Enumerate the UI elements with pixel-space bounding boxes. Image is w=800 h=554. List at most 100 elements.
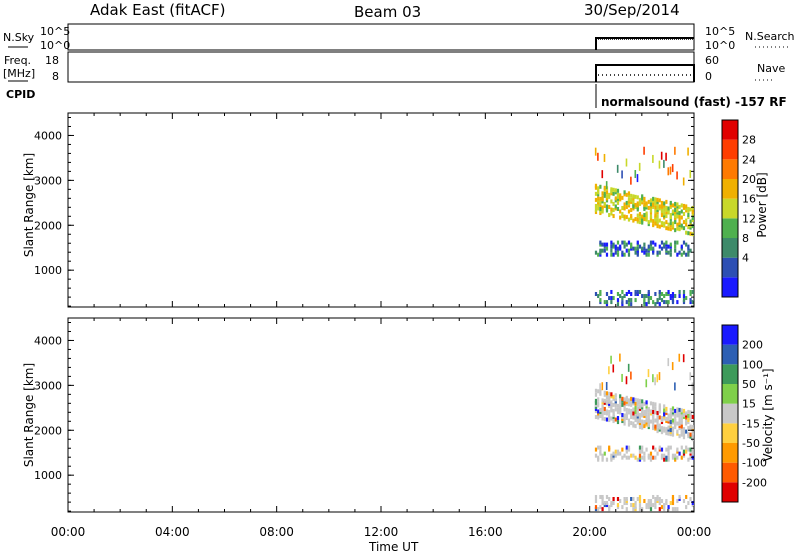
heatmap-cell (641, 413, 644, 418)
heatmap-cell (654, 215, 657, 220)
date-title: 30/Sep/2014 (584, 1, 680, 19)
heatmap-cell (663, 507, 666, 512)
heatmap-cell (603, 406, 606, 411)
heatmap-cell (645, 205, 648, 210)
heatmap-cell (669, 420, 672, 425)
heatmap-cell (689, 225, 692, 230)
heatmap-cell (623, 417, 626, 422)
heatmap-cell (649, 242, 653, 247)
heatmap-cell (623, 407, 626, 412)
heatmap-cell (674, 455, 677, 460)
heatmap-cell (619, 499, 622, 504)
heatmap-cell (594, 197, 598, 202)
heatmap-cell (678, 434, 681, 439)
heatmap-cell (682, 354, 685, 363)
heatmap-cell (645, 422, 648, 427)
heatmap-cell (654, 302, 657, 307)
heatmap-cell (641, 449, 644, 454)
heatmap-cell (658, 302, 661, 307)
heatmap-cell (647, 503, 650, 508)
heatmap-cell (665, 242, 668, 247)
heatmap-cell (676, 431, 679, 436)
heatmap-cell (649, 499, 653, 504)
heatmap-cell (691, 216, 694, 221)
heatmap-cell (691, 425, 694, 430)
x-tick-label: 04:00 (155, 525, 190, 539)
heatmap-cell (667, 167, 670, 176)
heatmap-cell (619, 400, 622, 405)
heatmap-cell (638, 404, 642, 409)
heatmap-cell (601, 248, 604, 253)
heatmap-cell (654, 242, 657, 247)
colorbar-swatch (722, 364, 738, 384)
heatmap-cell (619, 195, 622, 200)
heatmap-cell (612, 419, 615, 424)
heatmap-cell (669, 294, 672, 299)
heatmap-cell (649, 451, 653, 456)
heatmap-cell (689, 424, 692, 429)
heatmap-cell (608, 397, 611, 402)
heatmap-cell (601, 199, 604, 204)
heatmap-cell (603, 400, 606, 405)
heatmap-cell (647, 244, 650, 249)
heatmap-cell (601, 501, 604, 506)
heatmap-cell (599, 248, 602, 253)
heatmap-cell (638, 507, 642, 512)
heatmap-cell (630, 214, 633, 219)
heatmap-cell (623, 401, 626, 406)
heatmap-cell (687, 252, 690, 257)
heatmap-cell (660, 418, 664, 423)
heatmap-cell (605, 401, 609, 406)
heatmap-cell (687, 434, 690, 439)
heatmap-cell (636, 291, 639, 296)
colorbar-frame (721, 324, 739, 503)
heatmap-cell (687, 420, 690, 425)
heatmap-cell (647, 199, 650, 204)
heatmap-cell (641, 220, 644, 225)
heatmap-cell (597, 455, 600, 460)
heatmap-cell (594, 499, 598, 504)
heatmap-cell (676, 214, 679, 219)
heatmap-cell (676, 210, 679, 215)
heatmap-cell (597, 411, 600, 416)
heatmap-cell (621, 212, 624, 217)
heatmap-cell (610, 501, 613, 506)
heatmap-cell (630, 371, 632, 380)
heatmap-cell (610, 503, 613, 508)
heatmap-cell (599, 505, 602, 510)
heatmap-cell (669, 413, 672, 418)
heatmap-cell (599, 252, 602, 257)
colorbar-swatch (722, 344, 738, 365)
heatmap-cell (678, 494, 681, 499)
freq-panel (67, 51, 695, 83)
heatmap-cell (608, 192, 611, 197)
heatmap-cell (594, 147, 597, 156)
heatmap-cell (605, 190, 609, 195)
heatmap-cell (623, 397, 626, 402)
heatmap-cell (669, 166, 672, 175)
heatmap-cell (621, 205, 624, 210)
heatmap-cell (669, 252, 672, 257)
heatmap-cell (654, 219, 657, 224)
heatmap-cell (663, 414, 666, 419)
heatmap-cell (623, 244, 626, 249)
heatmap-cell (641, 445, 644, 450)
heatmap-cell (610, 392, 613, 397)
heatmap-cell (663, 223, 666, 228)
heatmap-cell (612, 402, 615, 407)
colorbar-tick-label: -100 (742, 457, 767, 470)
heatmap-cell (612, 191, 615, 196)
heatmap-cell (597, 202, 600, 207)
heatmap-cell (608, 418, 611, 423)
heatmap-cell (680, 246, 683, 251)
heatmap-cell (616, 420, 620, 425)
heatmap-cell (621, 300, 624, 305)
heatmap-cell (660, 213, 664, 218)
heatmap-cell (645, 400, 648, 405)
heatmap-cell (601, 406, 604, 411)
heatmap-cell (667, 419, 670, 424)
heatmap-cell (614, 198, 617, 203)
heatmap-cell (674, 228, 677, 233)
heatmap-cell (643, 250, 646, 255)
heatmap-cell (682, 226, 686, 231)
